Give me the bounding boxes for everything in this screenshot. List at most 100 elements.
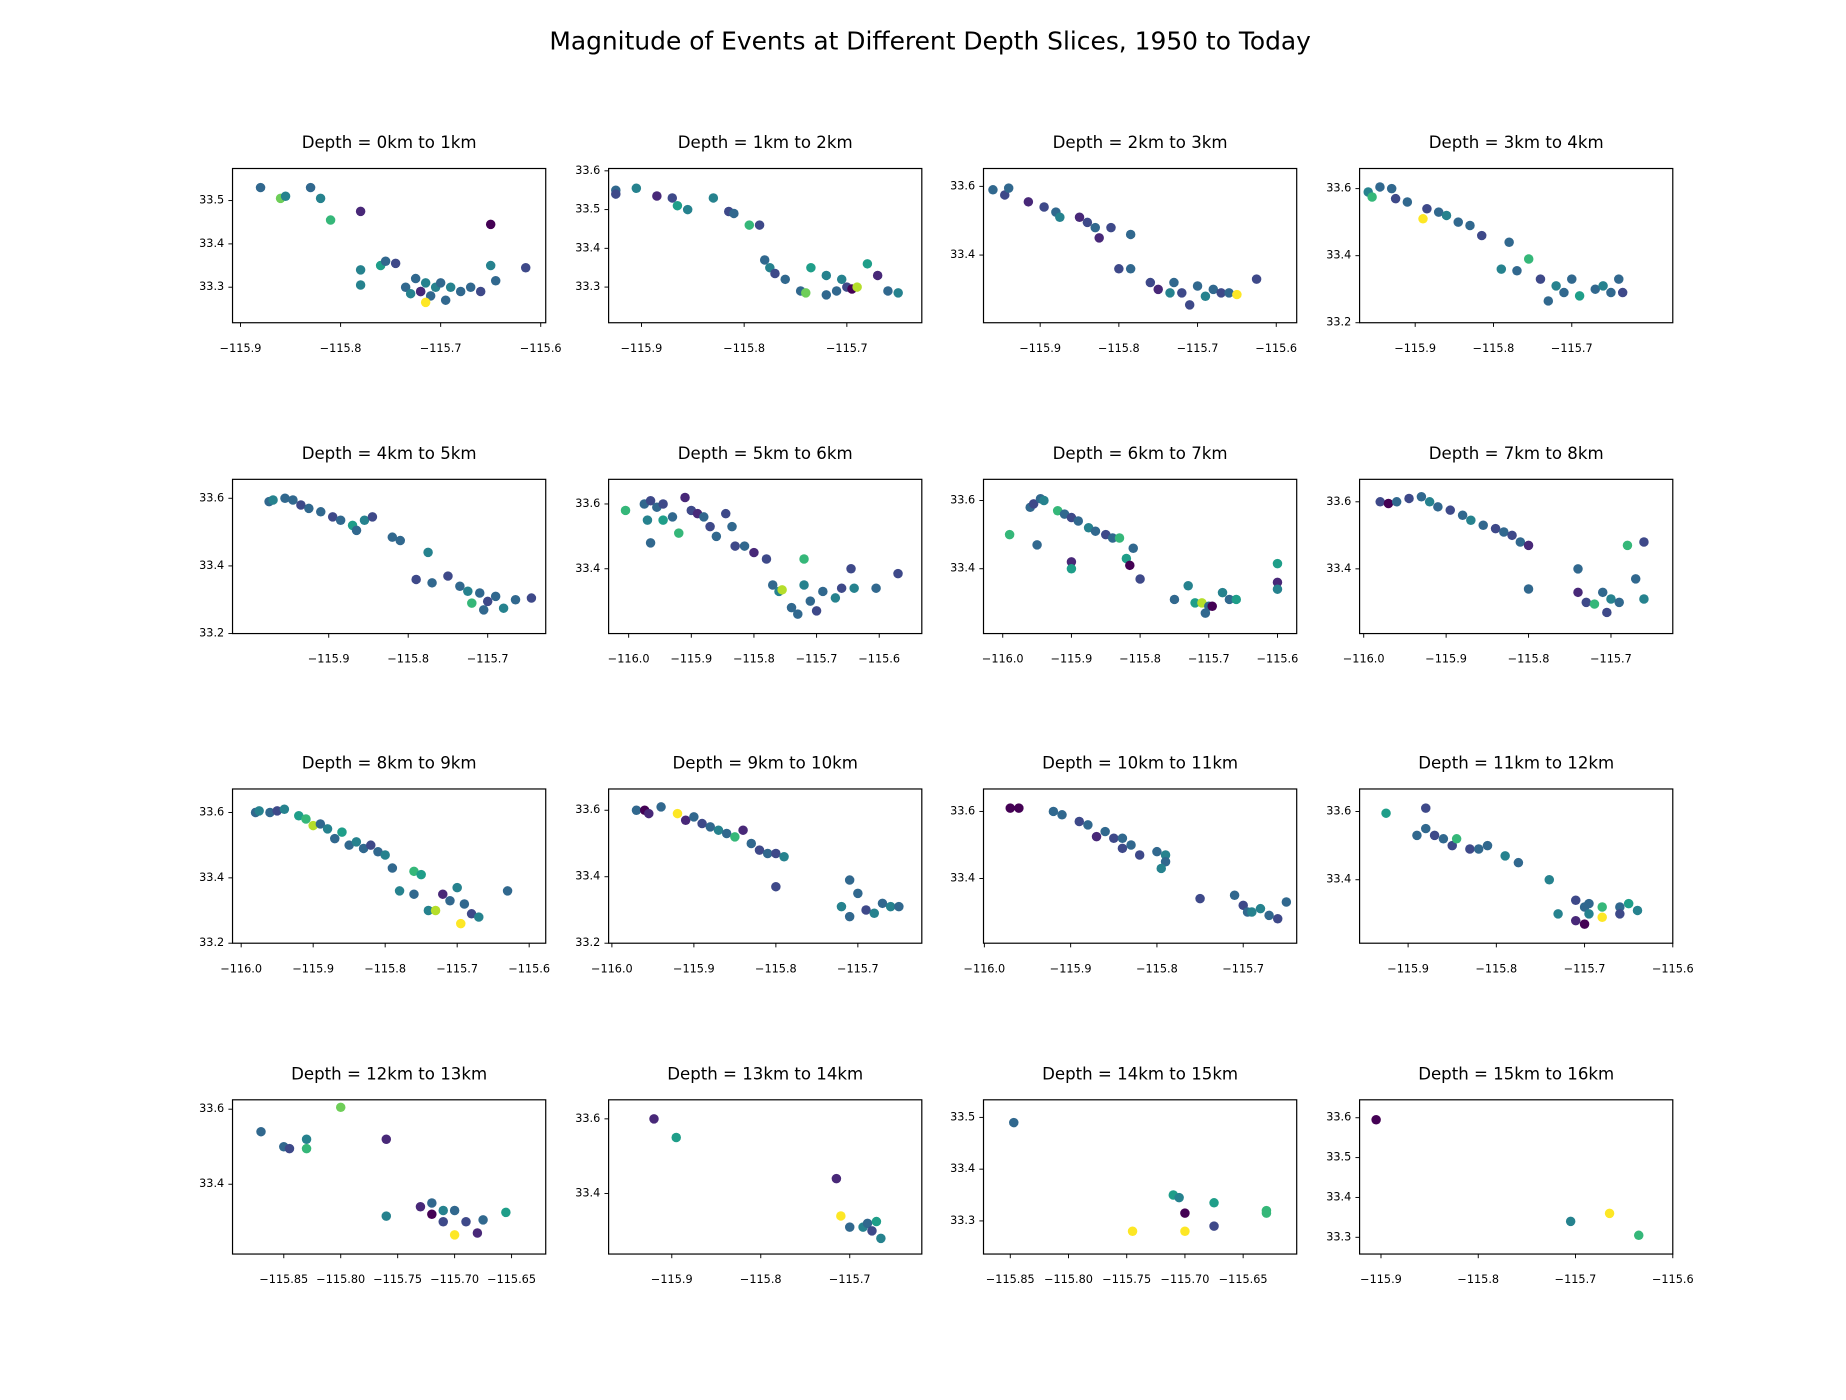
scatter-point [1535,274,1546,284]
scatter-point [438,1217,448,1227]
y-tick-label: 33.2 [575,936,600,949]
y-tick-label: 33.4 [1326,873,1351,886]
subplot-title: Depth = 12km to 13km [291,1064,487,1083]
x-tick-label: −115.9 [621,342,663,355]
y-tick-label: 33.6 [1326,495,1351,508]
scatter-point [1371,1114,1381,1125]
y-tick-label: 33.6 [950,804,975,817]
scatter-point [846,564,856,574]
scatter-point [1229,890,1240,901]
scatter-point [325,215,336,225]
scatter-point [1066,563,1077,574]
x-tick-label: −115.9 [1360,1273,1402,1286]
scatter-point [1177,288,1187,298]
scatter-point [1134,850,1145,860]
scatter-point [799,554,809,564]
x-tick-label: −115.7 [1177,342,1219,355]
scatter-point [502,886,513,896]
scatter-point [1028,499,1039,509]
scatter-point [355,265,366,275]
y-tick-label: 33.6 [1326,182,1351,195]
subplot-title: Depth = 0km to 1km [302,133,477,152]
scatter-point [1424,497,1435,507]
x-tick-label: −115.6 [508,962,550,975]
scatter-point [786,602,797,613]
scatter-point [459,899,470,909]
scatter-point [315,819,326,829]
scatter-point [1632,905,1643,916]
x-tick-label: −115.8 [1119,653,1161,666]
y-tick-label: 33.4 [199,871,224,884]
scatter-point [738,825,748,835]
scatter-point [1633,1230,1644,1241]
scatter-point [1433,207,1444,217]
y-tick-label: 33.4 [199,1177,224,1190]
axes-frame [982,788,1298,944]
scatter-point [770,268,780,279]
scatter-point [351,525,362,536]
scatter-point [862,1218,873,1229]
axes-frame [1358,478,1674,635]
x-tick-label: −115.75 [373,1273,422,1286]
scatter-point [1513,857,1524,868]
scatter-point [1272,577,1283,588]
scatter-point [1184,300,1195,310]
scatter-point [498,603,509,613]
subplot-title: Depth = 6km to 7km [1053,444,1228,463]
scatter-point [1107,533,1118,543]
scatter-point [799,580,809,590]
axes-frame [608,1099,923,1255]
scatter-point [849,583,859,593]
scatter-point [1584,909,1594,919]
scatter-point [1639,537,1649,547]
scatter-point [355,280,366,290]
scatter-point [1003,183,1014,193]
scatter-point [1232,289,1242,300]
scatter-point [1597,902,1607,912]
x-tick-label: −115.9 [673,962,715,975]
scatter-point [265,807,275,818]
scatter-point [1160,850,1171,860]
x-tick-label: −115.9 [292,962,334,975]
scatter-point [526,593,537,603]
x-tick-label: −115.65 [1219,1273,1268,1286]
scatter-point [416,869,426,880]
scatter-point [279,804,290,814]
scatter-point [1422,203,1432,214]
scatter-point [818,586,828,597]
x-tick-label: −116.0 [591,962,633,975]
scatter-point [1094,233,1104,243]
scatter-point [749,547,759,558]
scatter-point [1083,820,1093,830]
scatter-point [1231,594,1242,605]
scatter-point [445,895,455,906]
x-tick-label: −115.70 [430,1273,479,1286]
x-tick-label: −115.7 [436,962,478,975]
scatter-point [478,605,489,615]
scatter-point [821,270,832,281]
scatter-point [1009,1117,1019,1128]
scatter-point [254,806,264,816]
scatter-point [1567,274,1577,284]
scatter-point [705,822,716,832]
scatter-point [682,204,693,215]
scatter-point [871,583,881,593]
scatter-point [1216,288,1226,298]
x-tick-label: −115.6 [1652,1273,1694,1286]
scatter-point [806,262,816,273]
scatter-point [1090,526,1101,536]
scatter-point [1082,217,1093,228]
scatter-point [1573,587,1583,598]
scatter-point [455,286,466,297]
scatter-point [330,833,340,844]
x-tick-label: −115.6 [1652,962,1694,975]
scatter-point [1023,197,1034,207]
x-tick-label: −115.8 [1098,342,1140,355]
scatter-point [830,593,841,603]
x-tick-label: −115.70 [1161,1273,1210,1286]
scatter-point [894,901,904,912]
scatter-point [877,898,888,909]
x-tick-label: −115.8 [755,962,797,975]
scatter-point [721,508,731,519]
scatter-point [1208,284,1219,295]
